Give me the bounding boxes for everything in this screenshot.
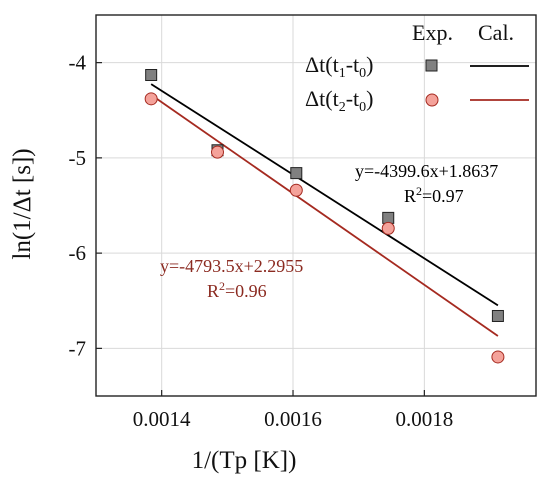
x-axis-title: 1/(Tp [K]) <box>192 447 297 474</box>
data-point-series-2 <box>381 221 395 235</box>
axis-ticks: 0.0014 0.0016 0.0018 -4 -5 -6 -7 <box>69 51 454 431</box>
data-point-series-1 <box>491 309 504 322</box>
legend-header-exp: Exp. <box>412 20 453 45</box>
equation-series-2: y=-4793.5x+2.2955 <box>160 256 303 276</box>
annotation-series-2: y=-4793.5x+2.2955 R2=0.96 <box>160 256 303 301</box>
y-tick-label: -6 <box>69 241 87 265</box>
data-point-series-1 <box>145 69 158 82</box>
y-axis-title: ln(1/Δt [s]) <box>9 148 36 259</box>
plot-frame <box>95 14 537 397</box>
data-point-series-2 <box>289 183 303 197</box>
y-tick-label: -5 <box>69 146 87 170</box>
legend-label-series-1: Δt(t1-t0) <box>305 52 373 81</box>
r2-series-2: R2=0.96 <box>207 279 267 301</box>
y-tick-label: -7 <box>69 336 87 360</box>
x-tick-label: 0.0018 <box>395 407 453 431</box>
fit-lines <box>150 83 499 337</box>
fit-line-series-2 <box>150 94 499 337</box>
data-point-series-1 <box>382 211 395 224</box>
legend-marker-circle <box>425 93 439 107</box>
data-point-series-2 <box>144 92 158 106</box>
y-tick-label: -4 <box>69 51 87 75</box>
r2-series-1: R2=0.97 <box>404 184 464 206</box>
x-tick-label: 0.0016 <box>264 407 322 431</box>
data-point-series-1 <box>290 167 303 180</box>
equation-series-1: y=-4399.6x+1.8637 <box>355 161 498 181</box>
legend-marker-square <box>425 59 438 72</box>
legend: Exp. Cal. Δt(t1-t0) Δt(t2-t0) <box>305 20 529 115</box>
data-points <box>144 69 505 364</box>
fit-line-series-1 <box>150 83 499 307</box>
legend-label-series-2: Δt(t2-t0) <box>305 86 373 115</box>
grid <box>96 15 536 396</box>
data-point-series-2 <box>210 145 224 159</box>
annotation-series-1: y=-4399.6x+1.8637 R2=0.97 <box>355 161 498 206</box>
legend-header-cal: Cal. <box>478 20 514 45</box>
data-point-series-2 <box>491 350 505 364</box>
x-tick-label: 0.0014 <box>133 407 191 431</box>
